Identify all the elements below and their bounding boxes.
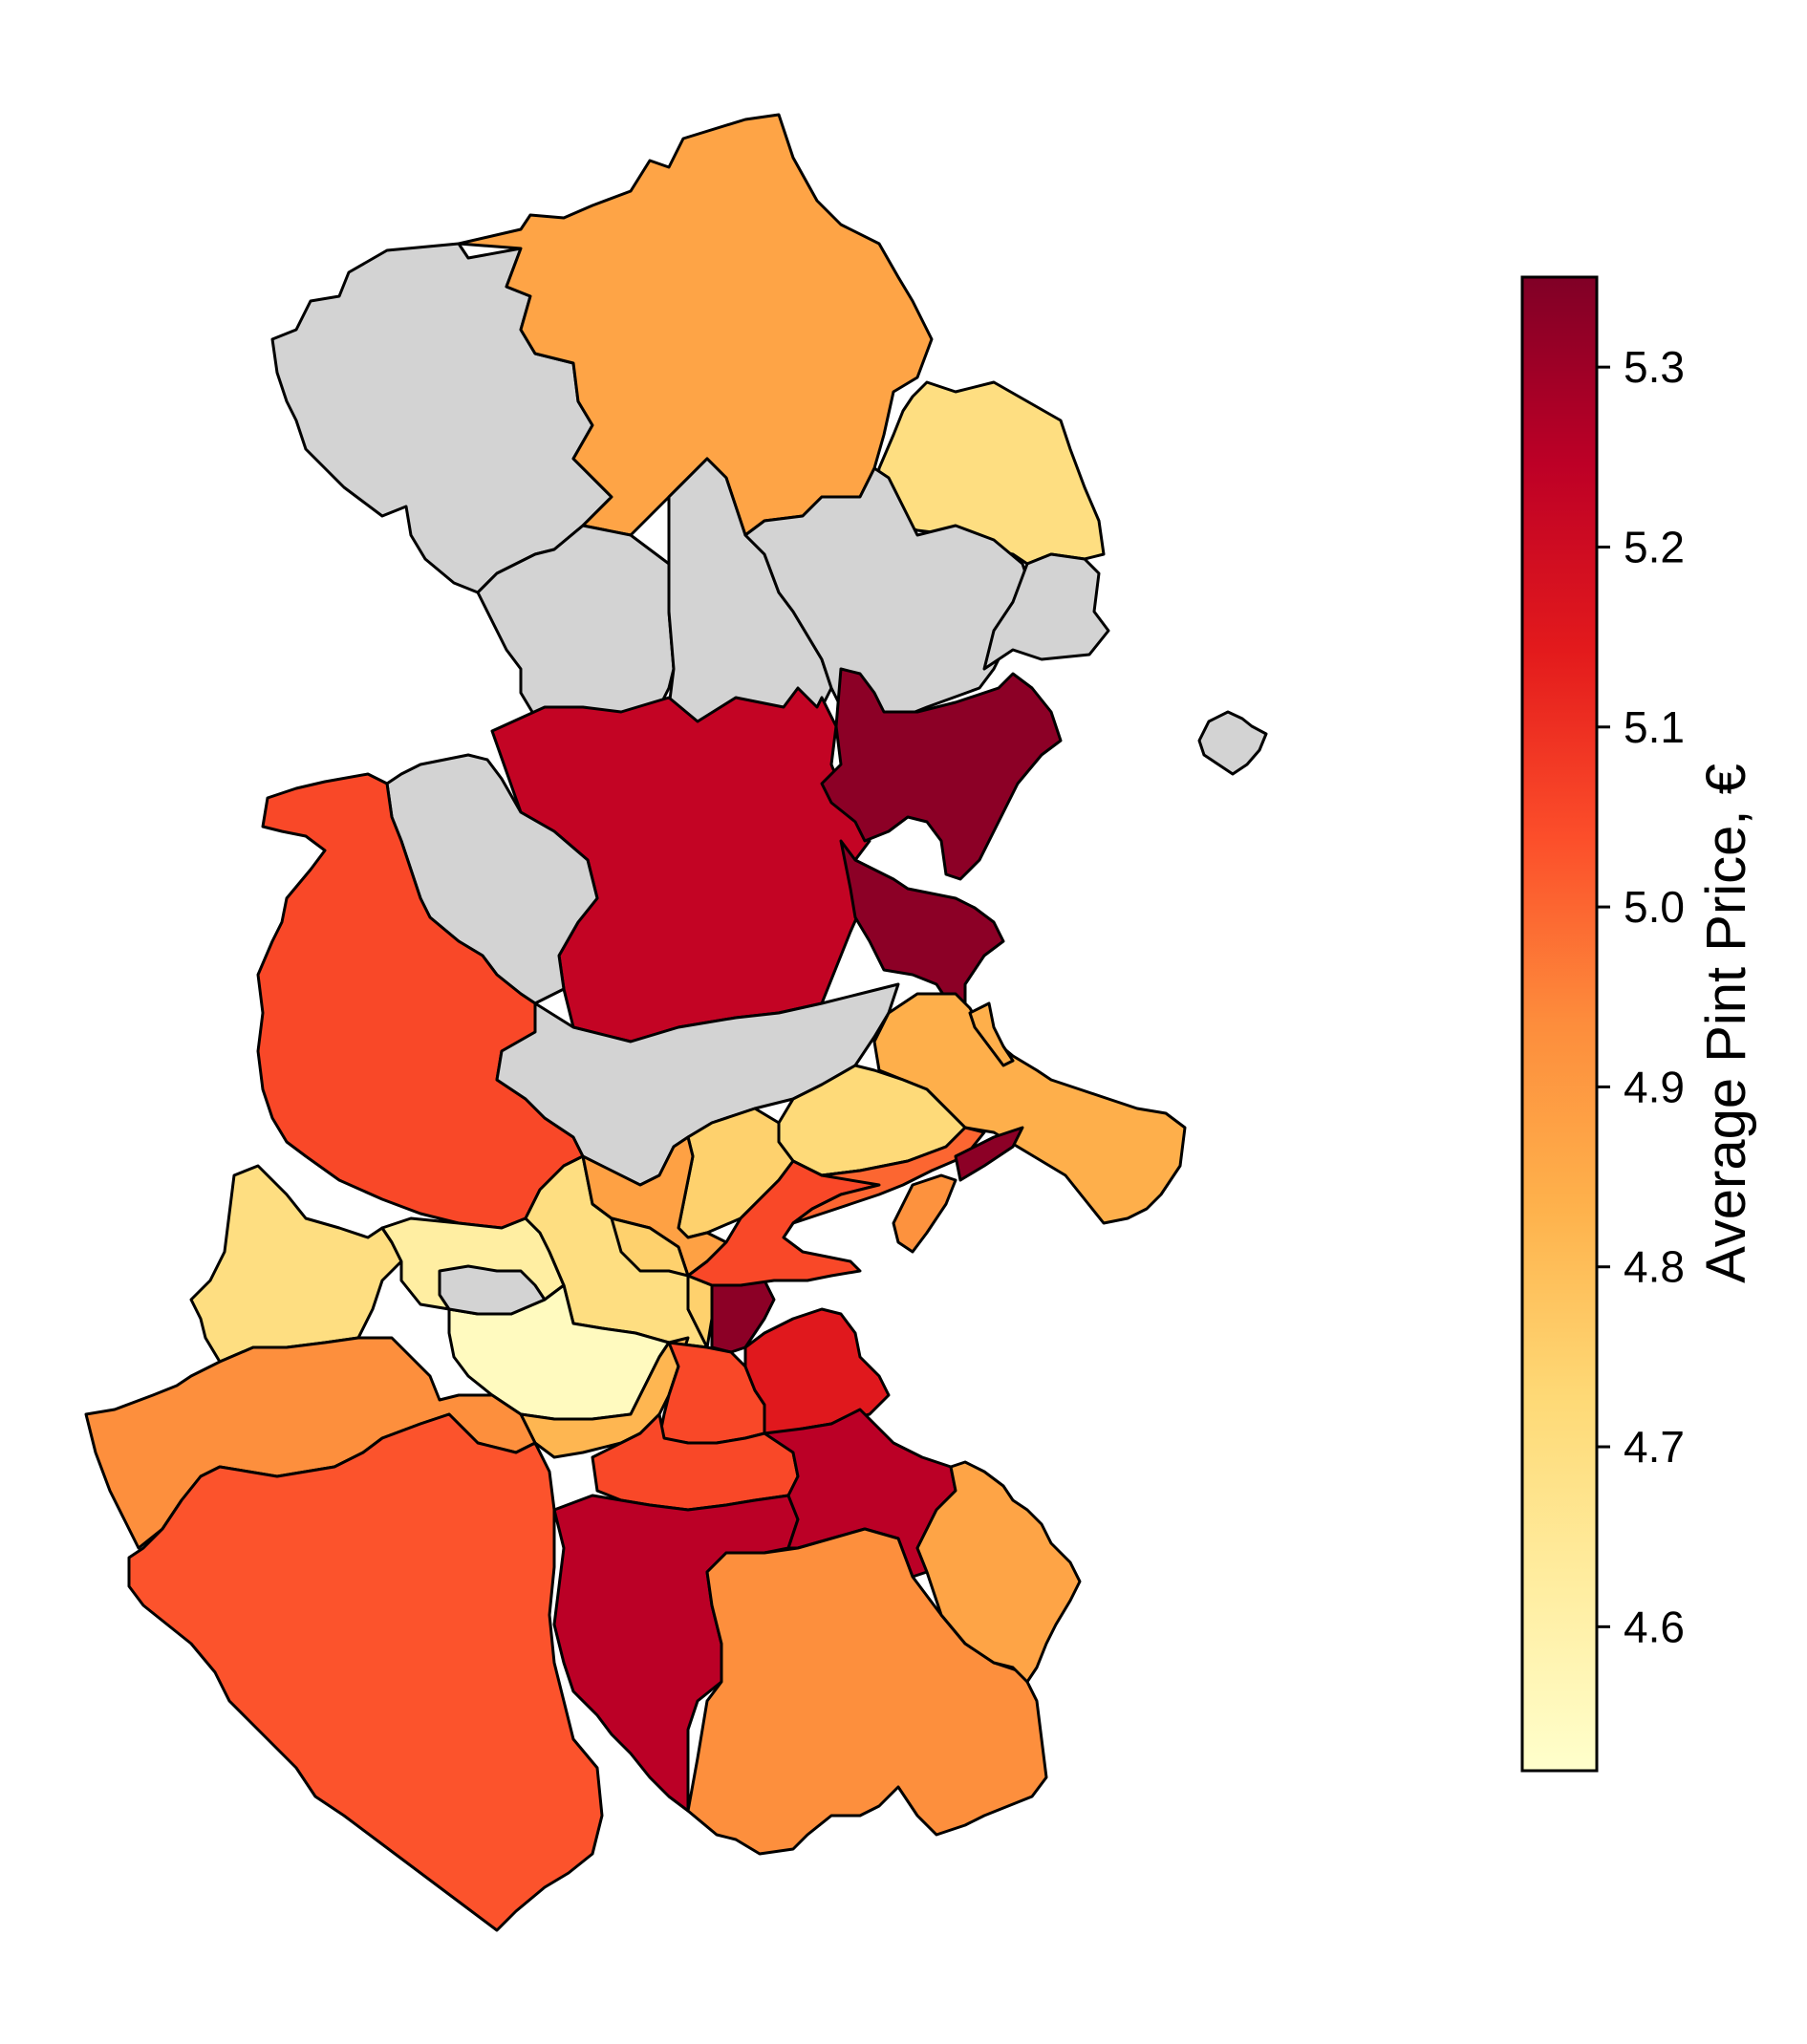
colorbar: 4.6 4.7 4.8 4.9 5.0 5.1 5.2 5.3 Average Pint Pr… (1520, 275, 1757, 1773)
colorbar-tick-label: 5.0 (1624, 882, 1685, 932)
region-ballsbridge[interactable] (743, 1307, 891, 1435)
colorbar-tick-label: 4.7 (1624, 1422, 1685, 1472)
map-regions (84, 113, 1268, 1932)
region-tallaght[interactable] (127, 1412, 604, 1932)
region-portmarnock-malahide[interactable] (820, 667, 1063, 881)
region-ballyboden[interactable] (686, 1527, 1048, 1856)
colorbar-tick-label: 4.6 (1624, 1602, 1685, 1651)
colorbar-tick-label: 4.8 (1624, 1242, 1685, 1292)
colorbar-tick-label: 4.9 (1624, 1062, 1685, 1111)
colorbar-label: Average Pint Price, € (1695, 764, 1757, 1283)
colorbar-ticks: 4.6 4.7 4.8 4.9 5.0 5.1 5.2 5.3 (1597, 342, 1685, 1651)
region-cabra[interactable] (610, 1216, 714, 1349)
region-ballyfermot-no-data[interactable] (438, 1264, 547, 1316)
colorbar-gradient (1520, 275, 1599, 1773)
colorbar-tick-label: 5.2 (1624, 522, 1685, 571)
region-howth-spit[interactable] (968, 1001, 1015, 1067)
colorbar-tick-label: 5.1 (1624, 702, 1685, 752)
region-north-east-small[interactable] (982, 552, 1110, 671)
region-lambay-island[interactable] (1197, 710, 1268, 776)
colorbar-tick-label: 5.3 (1624, 342, 1685, 392)
region-sutton-area[interactable] (839, 839, 1005, 1010)
region-bull-island[interactable] (892, 1173, 957, 1254)
region-clontarf[interactable] (791, 1126, 986, 1225)
region-bull-island-upper[interactable] (954, 1126, 1024, 1182)
region-dun-laoghaire[interactable] (915, 1460, 1082, 1684)
